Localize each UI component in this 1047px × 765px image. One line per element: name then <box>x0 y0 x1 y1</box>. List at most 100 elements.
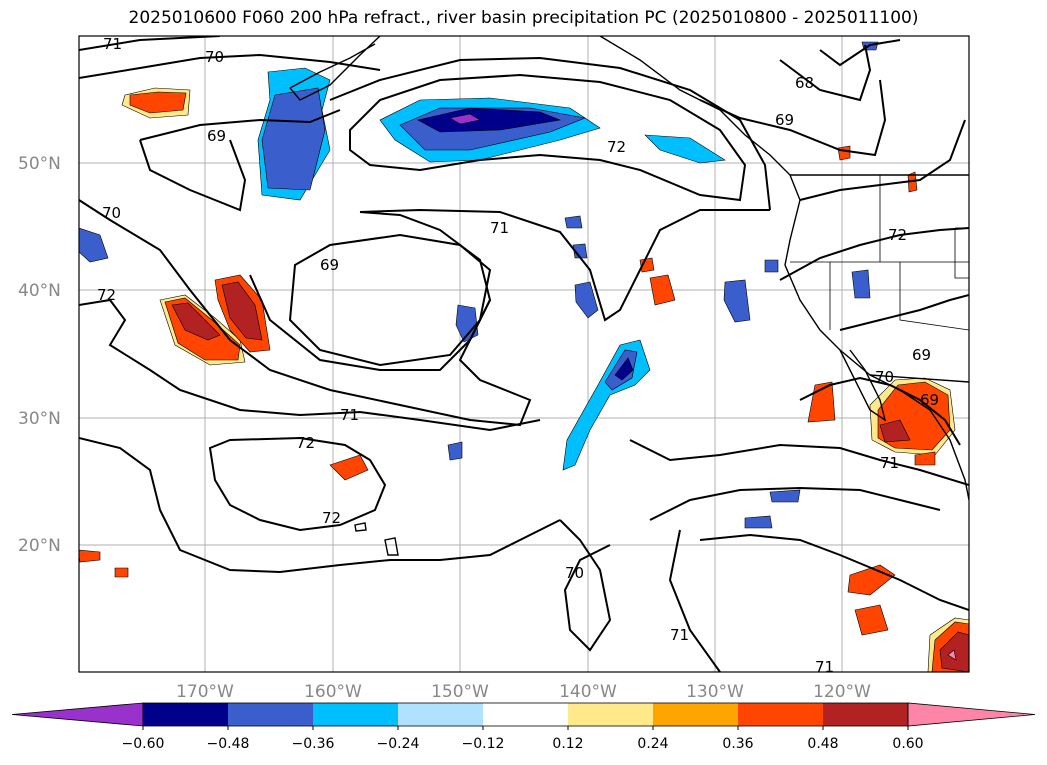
colorbar-extend-high <box>907 702 1036 727</box>
alaska-coast <box>288 36 381 101</box>
negative-anomaly-small-2 <box>574 281 599 319</box>
negative-anomaly-plume <box>562 339 651 471</box>
positive-anomaly-sw-us-deep <box>879 419 911 443</box>
map-title: 2025010600 F060 200 hPa refract., river … <box>128 8 919 28</box>
contour-label: 69 <box>775 111 794 129</box>
colorbar-tick-label: 0.12 <box>552 736 583 752</box>
contour-72-cutoff <box>208 436 387 532</box>
positive-anomaly-fills <box>79 87 969 672</box>
lat-label-30n: 30°N <box>18 409 61 429</box>
positive-anomaly-mexico-1 <box>847 564 896 596</box>
contour-72-south <box>79 298 541 432</box>
contour-label: 71 <box>880 454 899 472</box>
negative-anomaly-alaska-core <box>261 87 326 191</box>
contour-label: 72 <box>296 434 315 452</box>
contour-label: 72 <box>607 138 626 156</box>
positive-anomaly-small-6 <box>114 567 129 578</box>
negative-anomaly-small-6 <box>764 259 779 273</box>
lon-label-140w: 140°W <box>559 682 617 702</box>
contour-68-northeast <box>779 44 872 102</box>
contour-69-east <box>839 294 969 331</box>
negative-anomaly-gulf-deep <box>417 107 562 133</box>
lon-label-150w: 150°W <box>431 682 489 702</box>
negative-anomaly-west-edge <box>79 227 109 263</box>
contour-69-loop-west <box>139 139 247 212</box>
map-frame <box>78 35 970 673</box>
contour-label: 69 <box>912 346 931 364</box>
colorbar-swatch <box>738 703 823 726</box>
contour-71-mid <box>359 208 770 322</box>
positive-anomaly-mexico-south-peak <box>947 649 957 661</box>
contour-label: 69 <box>320 256 339 274</box>
contour-label: 69 <box>207 127 226 145</box>
positive-anomaly-subtropic <box>329 454 369 481</box>
colorbar-swatch <box>398 703 483 726</box>
contour-label: 71 <box>490 219 509 237</box>
negative-anomaly-gulf-peak <box>449 113 481 125</box>
contour-71-subtropic <box>79 437 561 574</box>
positive-anomaly-mexico-2 <box>854 604 889 636</box>
contour-label: 70 <box>875 368 894 386</box>
contour-69-north <box>139 109 341 141</box>
positive-anomaly-small-1 <box>649 274 676 306</box>
colorbar-swatch <box>228 703 313 726</box>
map-content: 71 70 69 70 72 69 71 72 69 68 69 72 71 7… <box>79 35 969 676</box>
contour-labels: 71 70 69 70 72 69 71 72 69 68 69 72 71 7… <box>97 35 939 676</box>
contour-69-northeast <box>699 79 887 157</box>
lon-label-160w: 160°W <box>304 682 362 702</box>
positive-anomaly-small-4 <box>837 145 851 161</box>
lat-label-50n: 50°N <box>18 154 61 174</box>
colorbar-swatch <box>313 703 398 726</box>
colorbar-tick-label: −0.24 <box>377 736 420 752</box>
positive-anomaly-small-3 <box>907 171 918 193</box>
colorbar: −0.60 −0.48 −0.36 −0.24 −0.12 0.12 0.24 0.36 0.4… <box>11 702 1036 752</box>
contour-label: 71 <box>103 35 122 53</box>
contour-label: 72 <box>97 286 116 304</box>
longitude-labels: 170°W 160°W 150°W 140°W 130°W 120°W <box>176 682 871 702</box>
contour-71-northeast <box>819 39 901 67</box>
contour-label: 72 <box>322 509 341 527</box>
positive-anomaly-aleutian-core <box>129 91 187 114</box>
contour-70-east <box>799 376 961 446</box>
colorbar-tick-label: 0.36 <box>722 736 753 752</box>
negative-anomaly-bc-coast <box>644 134 726 164</box>
lat-label-20n: 20°N <box>18 536 61 556</box>
lat-label-40n: 40°N <box>18 281 61 301</box>
contour-label: 71 <box>815 658 834 676</box>
negative-anomaly-small-3 <box>723 279 751 323</box>
contour-70-southeast <box>668 529 721 672</box>
colorbar-tick-label: −0.36 <box>292 736 335 752</box>
contour-label: 71 <box>670 626 689 644</box>
contour-71-east <box>629 439 969 486</box>
colorbar-tick-label: −0.48 <box>207 736 250 752</box>
contour-label: 70 <box>102 204 121 222</box>
negative-anomaly-small-4 <box>564 215 583 229</box>
contour-71-ridge <box>329 56 771 211</box>
colorbar-tick-label: 0.24 <box>637 736 668 752</box>
colorbar-tick-label: 0.48 <box>807 736 838 752</box>
negative-anomaly-plume-deep <box>614 357 634 381</box>
negative-anomaly-fills <box>79 41 879 529</box>
latitude-labels: 50°N 40°N 30°N 20°N <box>18 154 61 556</box>
negative-anomaly-small-8 <box>769 489 801 503</box>
colorbar-tick-label: −0.12 <box>462 736 505 752</box>
lon-label-170w: 170°W <box>176 682 234 702</box>
positive-anomaly-west-pacific-deep <box>171 302 221 341</box>
colorbar-frame <box>142 702 909 727</box>
positive-anomaly-small-7 <box>914 451 936 466</box>
negative-anomaly-small-7 <box>447 441 463 461</box>
contour-72-mid <box>249 274 491 371</box>
colorbar-swatch <box>653 703 738 726</box>
contour-label: 72 <box>888 226 907 244</box>
contour-71-southeast <box>649 486 941 521</box>
negative-anomaly-small-9 <box>744 515 773 529</box>
colorbar-tick-label: −0.60 <box>122 736 165 752</box>
contour-label: 71 <box>340 406 359 424</box>
contour-east-rim <box>799 119 966 201</box>
us-mexico-border <box>869 374 969 383</box>
colorbar-swatch <box>483 703 568 726</box>
refractivity-contours <box>79 36 969 672</box>
negative-anomaly-small-10 <box>851 269 871 299</box>
colorbar-tick-label: 0.60 <box>892 736 923 752</box>
